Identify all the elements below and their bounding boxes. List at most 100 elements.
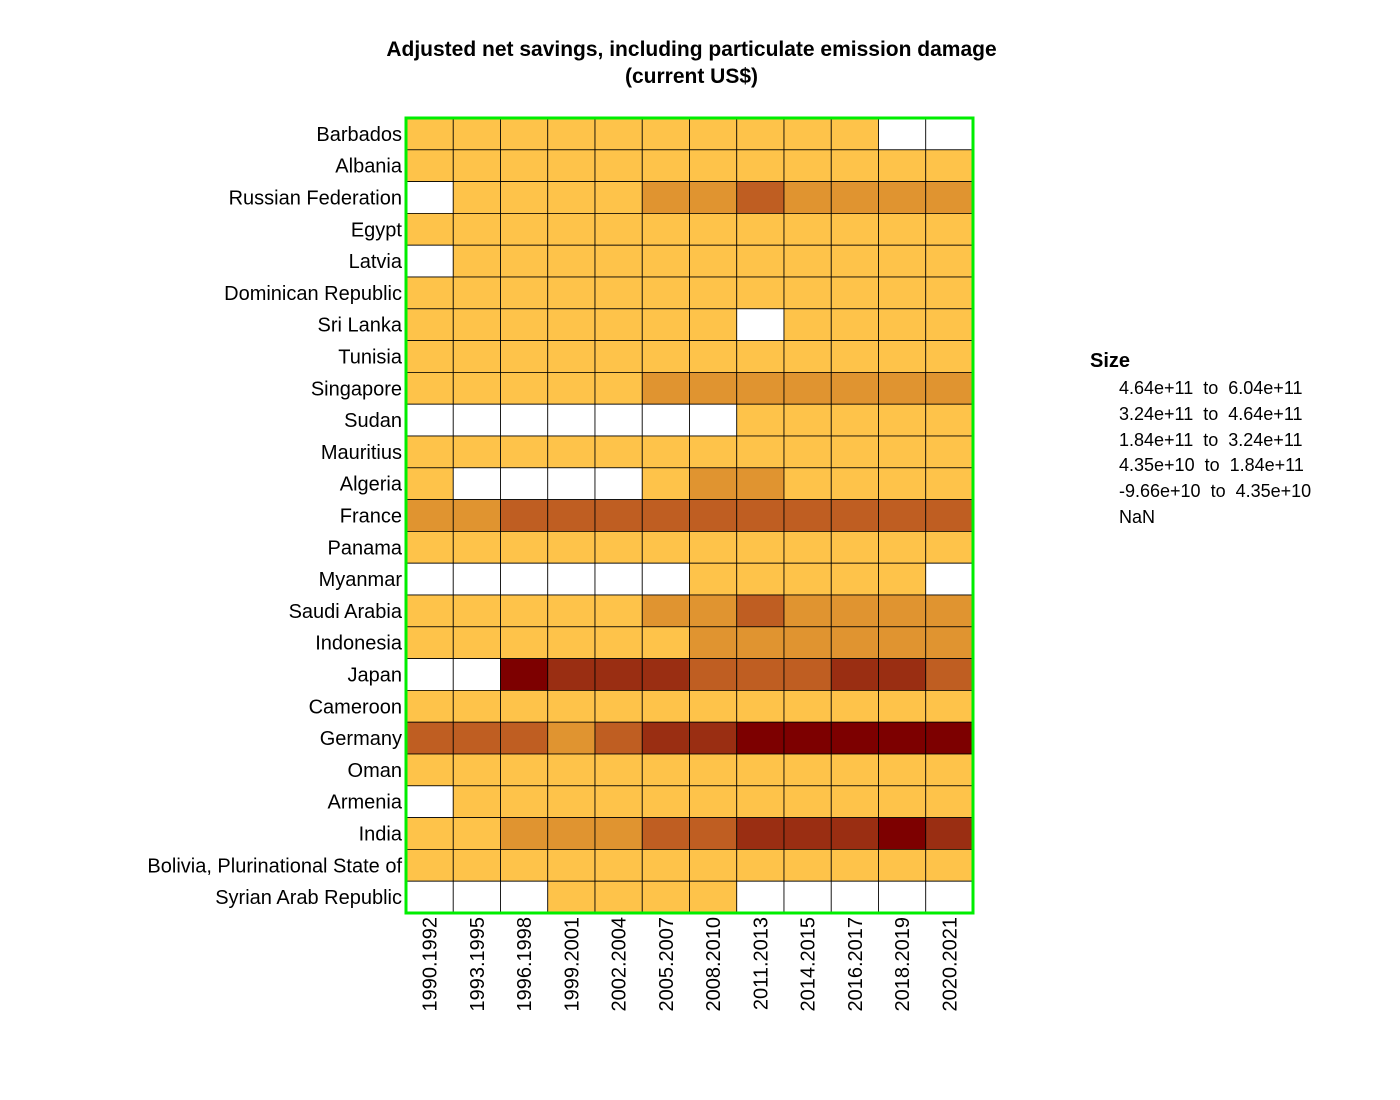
heatmap-cell (405, 849, 454, 882)
heatmap-cell (500, 562, 549, 596)
heatmap-cell (405, 181, 454, 214)
heatmap-cell (594, 181, 643, 214)
legend-item: NaN (1119, 506, 1156, 527)
y-tick-label: Egypt (351, 219, 403, 241)
heatmap-cell (547, 499, 596, 532)
heatmap-cell (641, 849, 690, 882)
heatmap-cell (594, 371, 643, 405)
heatmap-cell (405, 276, 454, 310)
heatmap-cell (878, 562, 927, 596)
heatmap-cell (689, 212, 738, 246)
y-tick-label: Panama (328, 537, 403, 559)
heatmap-cell (878, 244, 927, 278)
heatmap-cell (594, 212, 643, 246)
heatmap-cell (689, 531, 738, 564)
heatmap-cell (830, 594, 879, 628)
heatmap-cell (500, 690, 549, 723)
heatmap-cell (830, 467, 879, 500)
heatmap-cell (878, 849, 927, 882)
heatmap-cell (594, 594, 643, 628)
heatmap-cell (689, 467, 738, 500)
heatmap-cell (641, 212, 690, 246)
heatmap-cell (641, 531, 690, 564)
heatmap-cell (736, 467, 785, 500)
heatmap-cell (878, 467, 927, 500)
heatmap-cell (500, 403, 549, 437)
heatmap-cell (641, 785, 690, 818)
heatmap-cell (925, 117, 974, 151)
heatmap-cell (689, 849, 738, 882)
heatmap-cell (594, 403, 643, 437)
heatmap-cell (641, 658, 690, 691)
heatmap-cell (736, 340, 785, 373)
heatmap-cell (405, 817, 454, 850)
heatmap-cell (830, 753, 879, 787)
heatmap-cell (500, 340, 549, 373)
heatmap-cell (405, 467, 454, 500)
heatmap-cell (783, 785, 832, 818)
chart-title: Adjusted net savings, including particul… (0, 36, 1383, 90)
heatmap-cell (830, 721, 879, 755)
heatmap-cell (830, 499, 879, 532)
x-tick-label: 1990.1992 (420, 917, 442, 1012)
heatmap-cell (925, 690, 974, 723)
heatmap-cell (452, 753, 501, 787)
y-tick-label: Cameroon (309, 696, 402, 718)
heatmap-cell (594, 149, 643, 183)
heatmap-cell (878, 594, 927, 628)
heatmap-cell (452, 562, 501, 596)
heatmap-cell (830, 403, 879, 437)
heatmap-cell (500, 880, 549, 914)
heatmap-cell (641, 753, 690, 787)
heatmap-cell (783, 308, 832, 341)
heatmap-cell (405, 308, 454, 341)
heatmap-cell (641, 721, 690, 755)
x-tick-label: 1996.1998 (514, 917, 536, 1012)
heatmap-cell (452, 531, 501, 564)
heatmap-cell (405, 594, 454, 628)
heatmap-cell (783, 531, 832, 564)
heatmap-cell (783, 403, 832, 437)
legend-item: 4.35e+10 to 1.84e+11 (1119, 455, 1304, 476)
y-tick-label: Barbados (316, 124, 402, 146)
heatmap-cell (783, 658, 832, 691)
x-tick-label: 1993.1995 (467, 917, 489, 1012)
chart-title-line-1: Adjusted net savings, including particul… (386, 38, 997, 61)
heatmap-cell (783, 690, 832, 723)
heatmap-cell (925, 721, 974, 755)
heatmap-cell (452, 244, 501, 278)
heatmap-cell (452, 403, 501, 437)
heatmap-cell (547, 690, 596, 723)
plot-frame (404, 116, 975, 915)
heatmap-cell (878, 403, 927, 437)
heatmap-cell (689, 371, 738, 405)
heatmap-cell (783, 340, 832, 373)
heatmap-cell (878, 181, 927, 214)
heatmap-cell (783, 212, 832, 246)
heatmap-cell (594, 562, 643, 596)
heatmap-cell (830, 181, 879, 214)
heatmap-cell (878, 117, 927, 151)
heatmap-cell (641, 817, 690, 850)
heatmap-cell (878, 658, 927, 691)
heatmap-cell (594, 435, 643, 469)
heatmap-cell (405, 340, 454, 373)
heatmap-cell (925, 499, 974, 532)
heatmap-cell (783, 849, 832, 882)
heatmap-cell (641, 276, 690, 310)
heatmap-cell (641, 117, 690, 151)
heatmap-cell (689, 817, 738, 850)
heatmap-cell (925, 276, 974, 310)
heatmap-cell (783, 499, 832, 532)
heatmap-cell (452, 117, 501, 151)
heatmap-cell (547, 371, 596, 405)
heatmap-cell (452, 785, 501, 818)
legend-item: -9.66e+10 to 4.35e+10 (1119, 481, 1312, 502)
heatmap-cell (830, 149, 879, 183)
heatmap-cell (452, 626, 501, 659)
heatmap-cell (830, 626, 879, 659)
heatmap-cell (405, 531, 454, 564)
heatmap-cell (641, 181, 690, 214)
heatmap-cell (689, 340, 738, 373)
heatmap-cell (500, 849, 549, 882)
